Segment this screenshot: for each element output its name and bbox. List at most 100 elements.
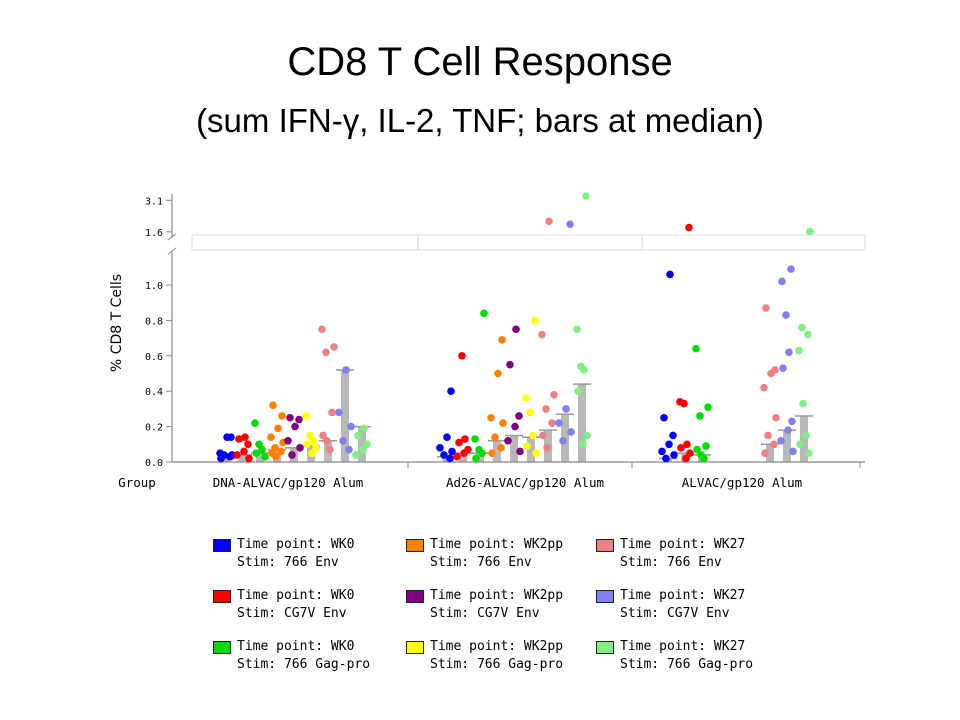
data-point	[658, 447, 666, 456]
data-point	[359, 445, 367, 454]
data-point	[566, 220, 574, 229]
data-point	[577, 362, 585, 371]
data-point	[798, 323, 806, 332]
legend-swatch	[406, 641, 424, 654]
data-point	[323, 436, 331, 445]
data-point	[696, 412, 704, 420]
data-point	[447, 387, 455, 396]
data-point	[702, 442, 710, 450]
data-point	[512, 325, 520, 334]
upper-strip	[191, 234, 866, 251]
data-point	[686, 449, 694, 457]
legend-stim-label: Stim: 766 Gag-pro	[237, 657, 371, 672]
data-point	[278, 412, 286, 420]
data-point	[288, 451, 296, 459]
data-point	[676, 398, 684, 406]
legend-stim-label: Stim: CG7V Env	[620, 606, 730, 621]
data-point	[665, 440, 673, 449]
data-point	[770, 440, 778, 449]
data-point	[461, 435, 469, 443]
data-point	[494, 369, 502, 378]
data-point	[326, 445, 334, 454]
data-point	[762, 304, 770, 312]
data-point	[670, 451, 678, 459]
legend-swatch	[406, 590, 424, 603]
data-point	[779, 364, 787, 372]
data-point	[785, 348, 793, 357]
data-point	[303, 440, 311, 449]
data-point	[436, 444, 444, 452]
data-point	[796, 440, 804, 449]
legend-swatch	[596, 590, 614, 603]
data-point	[306, 431, 314, 440]
data-point	[799, 399, 807, 408]
legend-swatch	[213, 590, 231, 603]
y-tick-label: 0.6	[145, 352, 163, 363]
data-point	[255, 440, 263, 449]
data-point	[339, 436, 347, 445]
data-point	[582, 192, 590, 200]
legend-stim-label: Stim: 766 Env	[430, 555, 532, 570]
data-point	[677, 444, 685, 452]
legend-timepoint-label: Time point: WK0	[237, 639, 355, 654]
data-point	[543, 444, 551, 452]
median-bar	[239, 454, 247, 462]
upper-y-tick-label: 1.6	[145, 228, 163, 239]
data-point	[335, 408, 343, 417]
data-point	[342, 366, 350, 374]
legend-swatch	[596, 641, 614, 654]
legend-timepoint-label: Time point: WK27	[620, 537, 746, 552]
data-point	[531, 316, 539, 325]
median-bar	[766, 444, 774, 462]
chart-subtitle: (sum IFN-γ, IL-2, TNF; bars at median)	[196, 102, 764, 139]
y-tick-label: 0.8	[145, 316, 163, 327]
data-point	[573, 325, 581, 334]
data-point	[782, 311, 790, 319]
data-point	[291, 422, 299, 431]
data-point	[453, 452, 461, 461]
data-point	[777, 436, 785, 445]
data-point	[542, 405, 550, 413]
data-point	[475, 445, 483, 454]
data-point	[497, 444, 505, 452]
data-point	[354, 431, 362, 440]
y-tick-label: 0.4	[145, 387, 163, 398]
data-points	[216, 192, 814, 463]
data-point	[771, 366, 779, 374]
data-point	[499, 419, 507, 427]
data-point	[277, 447, 285, 456]
data-point	[504, 436, 512, 445]
data-point	[330, 343, 338, 351]
data-point	[252, 449, 260, 457]
data-point	[538, 330, 546, 339]
data-point	[464, 445, 472, 454]
legend-timepoint-label: Time point: WK27	[620, 639, 746, 654]
data-point	[704, 403, 712, 411]
data-point	[806, 227, 814, 236]
data-point	[511, 422, 519, 431]
data-point	[251, 419, 259, 427]
data-point	[274, 424, 282, 433]
data-point	[574, 387, 582, 396]
upper-y-tick-label: 3.1	[145, 196, 163, 207]
median-bar	[783, 430, 791, 462]
data-point	[488, 449, 496, 457]
data-point	[233, 451, 241, 459]
data-point	[522, 394, 530, 403]
data-point	[795, 346, 803, 355]
data-point	[245, 454, 253, 463]
data-point	[802, 431, 810, 440]
y-axis-label: % CD8 T Cells	[109, 274, 125, 372]
legend-swatch	[596, 539, 614, 552]
data-point	[498, 336, 506, 344]
data-point	[778, 277, 786, 286]
data-point	[693, 445, 701, 454]
data-point	[472, 454, 480, 463]
data-point	[567, 428, 575, 436]
data-point	[295, 415, 303, 424]
median-bar	[341, 369, 349, 462]
data-point	[267, 433, 275, 442]
y-tick-label: 0.0	[145, 458, 163, 469]
group-label: ALVAC/gp120 Alum	[682, 475, 802, 490]
legend-stim-label: Stim: 766 Env	[620, 555, 722, 570]
